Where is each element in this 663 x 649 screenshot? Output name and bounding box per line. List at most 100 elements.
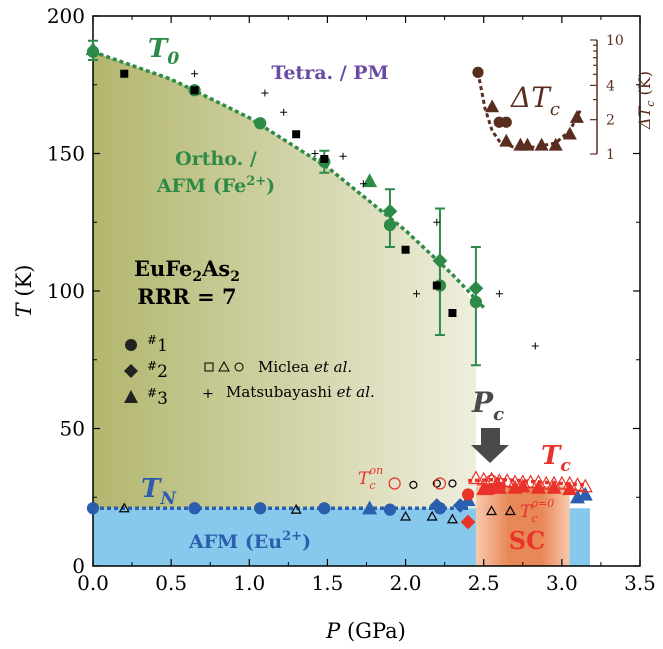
inset-tick-label: 2 xyxy=(606,113,615,129)
inset-triangle-point xyxy=(485,99,500,113)
matsubayashi-point xyxy=(311,150,319,157)
tc-zero-resistance-point xyxy=(562,481,578,496)
legend-sample1: #1 xyxy=(147,333,168,356)
y-tick-label: 0 xyxy=(72,554,85,578)
matsubayashi-point xyxy=(433,218,441,226)
tc-zero-label: Tcρ=0 xyxy=(520,497,554,525)
inset-triangle-point xyxy=(534,137,549,151)
x-tick-label: 3.0 xyxy=(546,571,578,595)
x-axis-label: P (GPa) xyxy=(325,619,406,643)
pc-label: Pc xyxy=(471,386,504,425)
tc-onset-point xyxy=(569,477,585,491)
tc-onset-circles-point xyxy=(388,477,401,490)
miclea-t0-point xyxy=(401,245,410,254)
miclea-tn-point xyxy=(486,505,498,516)
sc-label: SC xyxy=(509,526,545,555)
x-tick-label: 1.0 xyxy=(233,571,265,595)
data-marks xyxy=(85,39,593,530)
x-tick-label: 0.0 xyxy=(77,571,109,595)
tc-onset-point xyxy=(523,474,539,489)
tn-label: TN xyxy=(141,474,177,509)
tn-1-point xyxy=(254,502,267,515)
t0-3-point xyxy=(362,173,378,188)
tc-zero-circles-point xyxy=(461,488,475,501)
tc-zero-resistance-point xyxy=(546,479,562,494)
ortho-label: Ortho. / xyxy=(175,148,257,170)
legend-circle-marker xyxy=(125,339,137,351)
tc-onset-label: Tcon xyxy=(358,464,383,492)
inset-circle-point xyxy=(472,66,484,78)
legend-diamond-marker xyxy=(124,364,138,378)
tc-zero-circles-point xyxy=(493,481,506,494)
tn-3-point xyxy=(577,486,593,501)
tc-zero-diamond-point xyxy=(460,514,476,530)
rrr-label: RRR = 7 xyxy=(137,284,236,309)
tc-onset-point xyxy=(468,470,484,485)
t0-1-point xyxy=(254,117,267,130)
inset-tick-label: 1 xyxy=(606,147,615,163)
x-tick-label: 1.5 xyxy=(312,571,344,595)
tn-2-point xyxy=(429,498,445,513)
miclea-tn-point xyxy=(290,503,302,514)
matsubayashi-point xyxy=(413,290,421,298)
miclea-tn-point xyxy=(504,505,516,516)
miclea-t0-point xyxy=(432,281,441,290)
x-tick-label: 3.5 xyxy=(624,571,656,595)
tn-1-point xyxy=(383,503,397,516)
legend: #1 #2 #3 Miclea et al. + Matsubayashi et… xyxy=(124,333,375,409)
inset-triangle-point xyxy=(548,137,563,151)
miclea-tc-point xyxy=(409,480,418,489)
y-tick-label: 150 xyxy=(47,142,85,166)
inset-tick-label: 10 xyxy=(606,33,624,49)
sample-name: EuFe2As2 xyxy=(134,256,240,285)
inset-fit-curve xyxy=(476,72,583,149)
superconducting-region xyxy=(475,486,570,566)
matsubayashi-point xyxy=(191,70,199,78)
tc-onset-point xyxy=(577,478,593,493)
legend-miclea: Miclea et al. xyxy=(258,358,352,376)
miclea-t0-point xyxy=(320,155,329,163)
miclea-tn-point xyxy=(118,502,130,513)
tc-label: Tc xyxy=(541,441,571,476)
y-axis-label: T (K) xyxy=(12,265,36,318)
inset-title: ΔTc xyxy=(510,81,560,120)
miclea-tc-point xyxy=(448,479,457,488)
inset-circle-point xyxy=(500,116,512,128)
pc-arrow xyxy=(471,428,509,463)
miclea-t0-point xyxy=(190,86,199,95)
tn-1-point xyxy=(318,502,331,515)
inset-triangle-point xyxy=(520,137,535,151)
legend-triangle-open xyxy=(218,360,230,372)
t0-fit-curve xyxy=(92,50,485,309)
x-tick-label: 2.5 xyxy=(468,571,500,595)
tc-onset-point xyxy=(554,475,570,490)
tc-zero-resistance-point xyxy=(530,479,546,494)
matsubayashi-point xyxy=(261,89,269,97)
miclea-tn-point xyxy=(400,510,412,521)
y-tick-label: 100 xyxy=(47,279,85,303)
inset-triangle-point xyxy=(499,133,514,147)
afm-eu-label: AFM (Eu2+) xyxy=(188,529,311,553)
legend-triangle-marker xyxy=(124,390,138,403)
matsubayashi-point xyxy=(292,130,300,138)
inset-triangle-point xyxy=(562,126,577,140)
tn-3-point xyxy=(362,500,378,515)
tc-onset-circles-point xyxy=(433,477,447,490)
x-tick-label: 0.5 xyxy=(155,571,187,595)
miclea-t0-point xyxy=(120,69,129,78)
matsubayashi-point xyxy=(495,290,503,298)
matsubayashi-point xyxy=(359,180,367,188)
inset-ylabel: ΔTc (K) xyxy=(635,71,657,130)
t0-label: T0 xyxy=(148,34,179,69)
y-tick-label: 200 xyxy=(47,4,85,28)
tetra-pm-label: Tetra. / PM xyxy=(271,62,388,84)
matsubayashi-point xyxy=(339,152,347,160)
tc-onset-point xyxy=(538,475,554,490)
legend-matsubayashi: Matsubayashi et al. xyxy=(226,383,375,401)
miclea-t0-point xyxy=(448,309,457,317)
x-tick-label: 2.0 xyxy=(390,571,422,595)
miclea-tc-point xyxy=(432,479,441,488)
miclea-tn-point xyxy=(426,510,438,521)
matsubayashi-point xyxy=(531,342,539,350)
